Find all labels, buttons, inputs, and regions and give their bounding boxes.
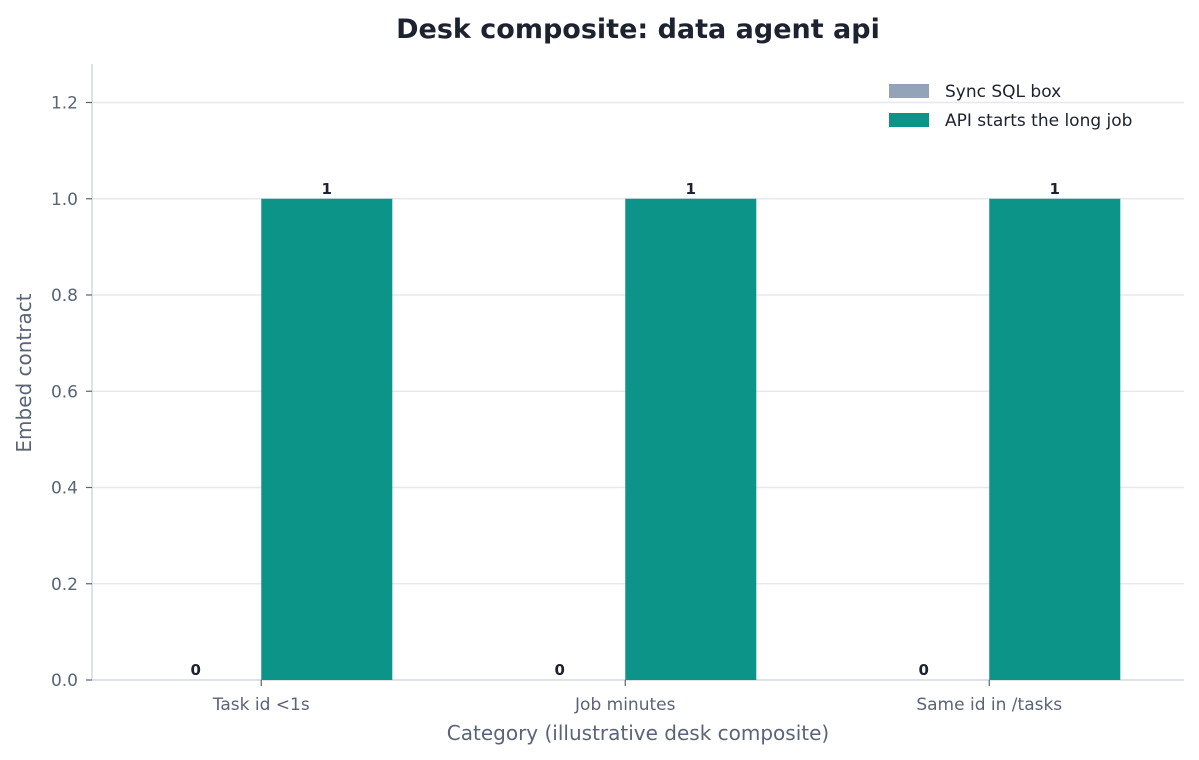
- legend-swatch: [889, 84, 929, 98]
- x-axis-label: Category (illustrative desk composite): [447, 721, 829, 745]
- tick-labels: 0.0 0.2 0.4 0.6 0.8 1.0 1.2 Task id <1s Job minu…: [51, 94, 1062, 716]
- y-tick-label: 0.0: [51, 671, 78, 691]
- data-labels: 0 1 0 1 0 1: [191, 180, 1060, 679]
- bar-value-label: 1: [322, 180, 332, 198]
- y-tick-label: 0.4: [51, 479, 78, 499]
- legend-swatch: [889, 113, 929, 127]
- bar-value-label: 0: [191, 661, 201, 679]
- y-tick-label: 0.2: [51, 575, 78, 595]
- x-tick-label: Task id <1s: [212, 695, 310, 715]
- bar-value-label: 0: [919, 661, 929, 679]
- y-axis-label: Embed contract: [12, 293, 36, 452]
- y-tick-label: 0.8: [51, 286, 78, 306]
- legend: Sync SQL box API starts the long job: [889, 82, 1132, 131]
- x-tick-label: Job minutes: [574, 695, 676, 715]
- bar-value-label: 0: [555, 661, 565, 679]
- bar-value-label: 1: [686, 180, 696, 198]
- y-tick-label: 1.2: [51, 94, 78, 114]
- bar-api-starts-the-long-job: [989, 198, 1121, 680]
- x-tick-label: Same id in /tasks: [916, 695, 1062, 715]
- legend-label: API starts the long job: [945, 111, 1132, 131]
- bars: [261, 198, 1121, 680]
- chart-title: Desk composite: data agent api: [396, 14, 880, 45]
- bar-api-starts-the-long-job: [261, 198, 393, 680]
- y-tick-label: 0.6: [51, 382, 78, 402]
- y-tick-label: 1.0: [51, 190, 78, 210]
- legend-label: Sync SQL box: [945, 82, 1061, 102]
- bar-value-label: 1: [1050, 180, 1060, 198]
- bar-api-starts-the-long-job: [625, 198, 757, 680]
